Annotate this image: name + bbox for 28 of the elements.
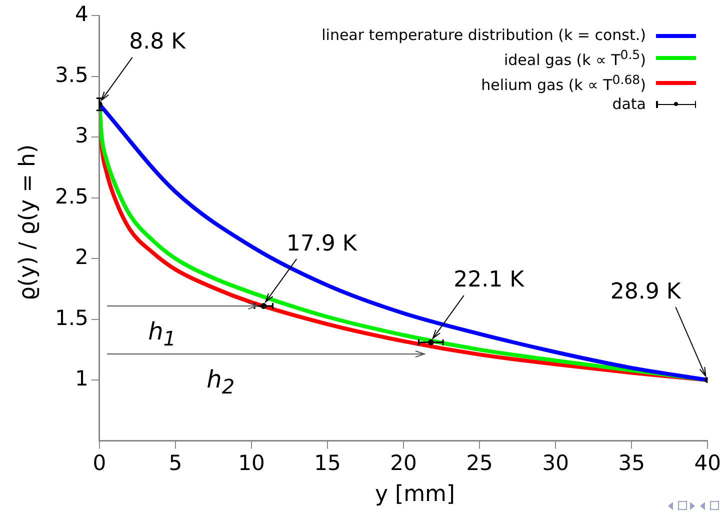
annotation: 28.9 K [610, 280, 681, 305]
annotation: h$_{2}$ [206, 366, 235, 399]
y-tick-label: 1 [75, 366, 88, 391]
y-tick-label: 3.5 [54, 62, 88, 87]
y-tick-label: 1.5 [54, 306, 88, 330]
annotation: 17.9 K [286, 231, 357, 256]
y-tick-label: 4 [75, 2, 88, 26]
legend-label: data [612, 95, 646, 114]
x-tick-label: 30 [542, 450, 569, 475]
legend-label: linear temperature distribution (k = const.) [322, 26, 646, 45]
x-tick-label: 0 [92, 450, 106, 475]
x-axis-title: y [mm] [374, 482, 456, 507]
x-tick-label: 15 [314, 450, 341, 475]
x-tick-label: 20 [390, 450, 417, 475]
x-tick-label: 35 [618, 450, 645, 475]
y-tick-label: 3 [75, 124, 88, 148]
annotation: 8.8 K [129, 30, 186, 55]
legend-label: ideal gas (k ∝ T$^{0.5}$) [504, 46, 646, 70]
y-tick-label: 2 [75, 245, 88, 270]
legend-label: helium gas (k ∝ T$^{0.68}$) [481, 71, 646, 95]
annotation: 22.1 K [454, 268, 524, 293]
y-tick-label: 2.5 [54, 184, 88, 208]
x-tick-label: 25 [466, 450, 493, 475]
x-tick-label: 5 [168, 450, 182, 475]
y-axis-title: ϱ(y) / ϱ(y = h) [16, 143, 40, 303]
x-tick-label: 10 [238, 450, 265, 475]
annotation: h$_{1}$ [148, 318, 176, 350]
x-tick-label: 40 [694, 450, 722, 475]
